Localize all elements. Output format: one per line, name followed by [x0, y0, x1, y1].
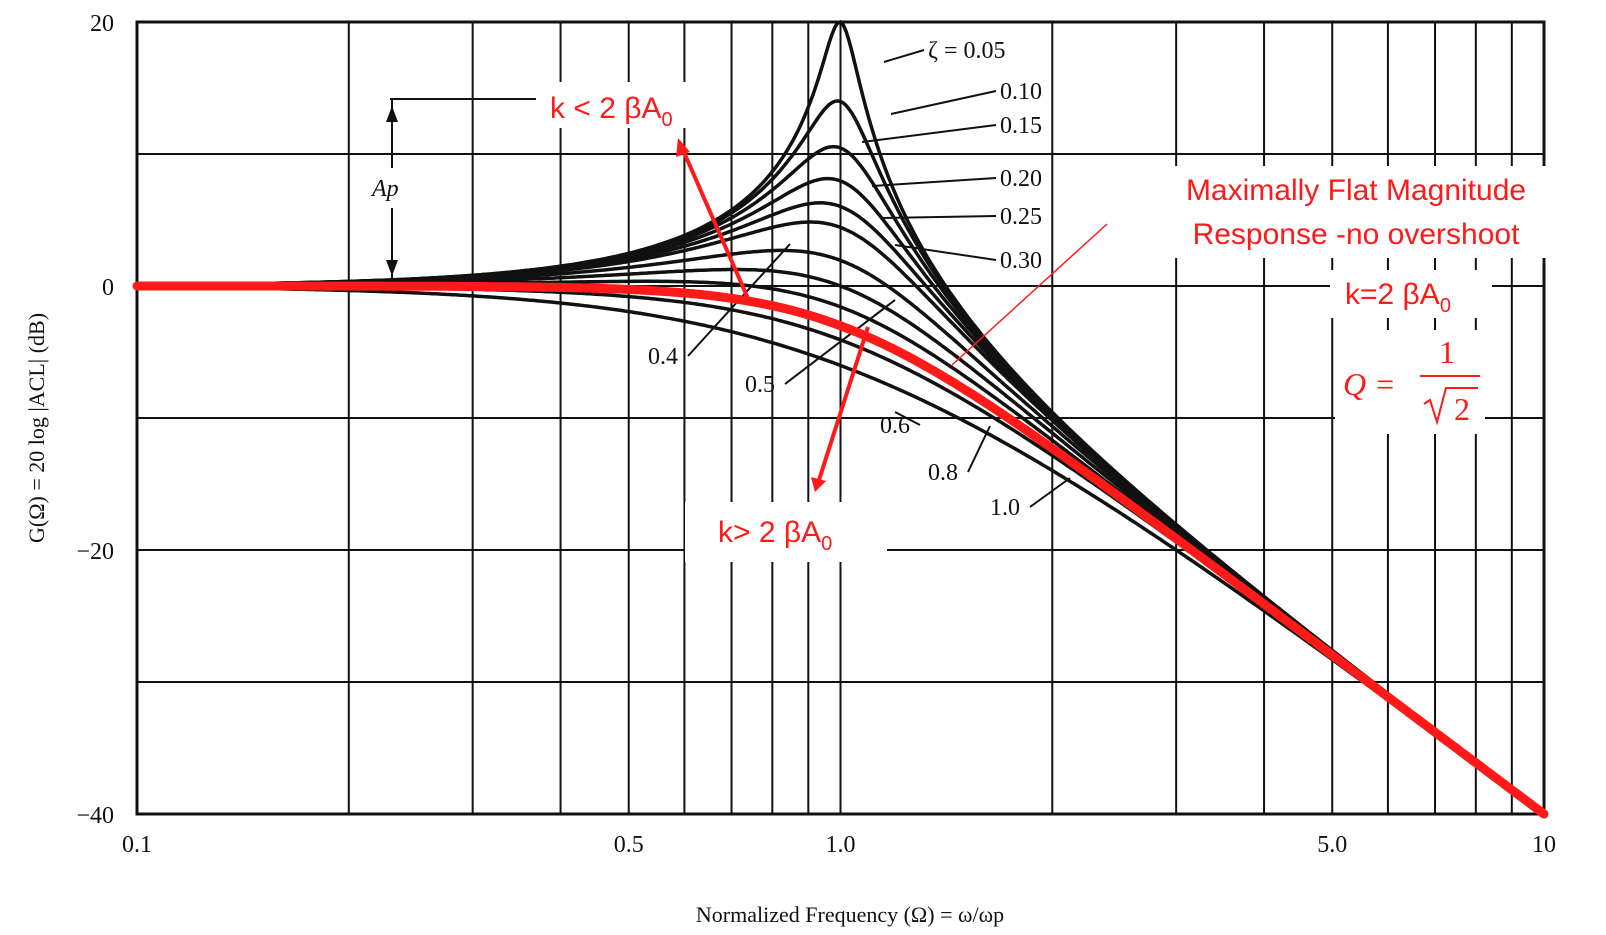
- q-lhs: Q =: [1343, 366, 1396, 402]
- x-axis-label: Normalized Frequency (Ω) = ω/ωp: [696, 902, 1004, 927]
- zeta-leader-line: [871, 177, 997, 187]
- y-tick-label: −40: [76, 803, 114, 829]
- label-maximally-flat: Maximally Flat Magnitude Response -no ov…: [1128, 166, 1583, 258]
- k-less-sub: 0: [661, 109, 672, 131]
- k-equal-sub: 0: [1440, 295, 1451, 317]
- y-axis-label: G(Ω) = 20 log |ACL| (dB): [24, 313, 49, 543]
- zeta-leader-line: [890, 90, 997, 115]
- zeta-label: 0.4: [648, 344, 678, 370]
- zeta-leader-line: [861, 124, 997, 143]
- q-denominator: 2: [1454, 391, 1470, 427]
- x-tick-label: 1.0: [826, 832, 856, 858]
- zeta-leader-line: [1029, 477, 1071, 508]
- k-greater-sub: 0: [821, 533, 832, 555]
- zeta-label: 0.10: [1000, 79, 1042, 105]
- zeta-label: 0.5: [745, 372, 775, 398]
- y-tick-label: 0: [102, 275, 114, 301]
- zeta-label: 1.0: [990, 495, 1020, 521]
- arrow-k-greater: [811, 326, 870, 492]
- label-q-formula: Q = 1 2: [1335, 330, 1485, 434]
- zeta-label: 0.30: [1000, 248, 1042, 274]
- flat-line2: Response -no overshoot: [1193, 218, 1521, 251]
- zeta-leader-line: [967, 425, 991, 473]
- k-equal-text: k=2 βA: [1345, 278, 1440, 311]
- label-k-greater: k> 2 βA0: [685, 502, 887, 562]
- curve-labels: ζ = 0.05 0.10 0.15 0.20 0.25 0.30 0.4 0.5 0.6 0.8…: [648, 38, 1071, 521]
- flat-leader-line: [951, 223, 1108, 366]
- svg-text:k < 2 βA0: k < 2 βA0: [550, 92, 673, 131]
- zeta-label: 0.6: [880, 413, 910, 439]
- zeta-leader-line: [879, 215, 997, 219]
- ap-marker: Ap: [366, 98, 560, 282]
- arrow-k-less: [676, 138, 752, 304]
- x-tick-label: 0.5: [614, 832, 644, 858]
- x-tick-label: 0.1: [122, 832, 152, 858]
- sqrt-sign: [1423, 387, 1478, 426]
- y-tick-label: −20: [76, 539, 114, 565]
- y-tick-label: 20: [90, 11, 114, 37]
- flat-line1: Maximally Flat Magnitude: [1186, 174, 1526, 207]
- k-greater-text: k> 2 βA: [718, 516, 821, 549]
- k-less-text: k < 2 βA: [550, 92, 661, 125]
- q-numerator: 1: [1439, 334, 1455, 370]
- svg-text:k> 2 βA0: k> 2 βA0: [718, 516, 832, 555]
- zeta-leader-line: [894, 411, 921, 426]
- x-tick-label: 10: [1532, 832, 1556, 858]
- zeta-label: ζ = 0.05: [928, 38, 1005, 64]
- zeta-leader-line: [894, 244, 997, 261]
- zeta-label: 0.25: [1000, 204, 1042, 230]
- zeta-label: 0.15: [1000, 113, 1042, 139]
- label-k-less: k < 2 βA0: [536, 82, 720, 131]
- svg-text:k=2 βA0: k=2 βA0: [1345, 278, 1451, 317]
- label-k-equal: k=2 βA0: [1330, 270, 1492, 318]
- zeta-label: 0.20: [1000, 166, 1042, 192]
- zeta-label: 0.8: [928, 460, 958, 486]
- ap-label: Ap: [370, 176, 399, 202]
- maximally-flat-curve: [132, 281, 1549, 819]
- zeta-leader-line: [883, 49, 925, 63]
- x-tick-label: 5.0: [1317, 832, 1347, 858]
- zeta-leader-line: [784, 299, 896, 385]
